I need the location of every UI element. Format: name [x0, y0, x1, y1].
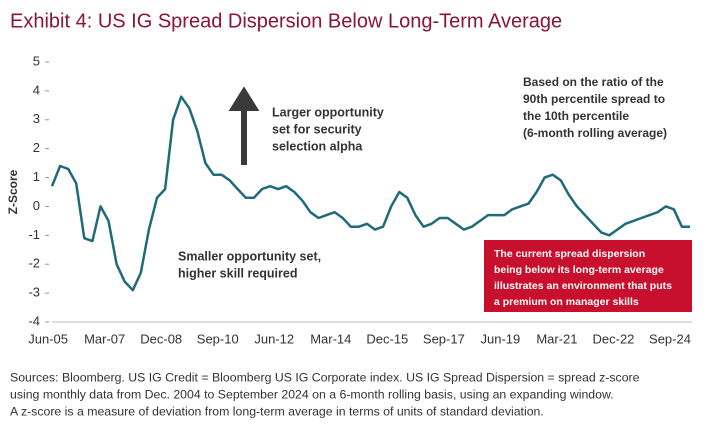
x-tick-label: Jun-05	[28, 331, 68, 346]
y-tick-label: -4	[28, 313, 40, 328]
y-tick-label: -1	[28, 227, 40, 242]
annotation: being below its long-term average	[494, 264, 664, 276]
up-arrow	[228, 86, 260, 165]
annotation: Smaller opportunity set,	[178, 249, 321, 263]
annotation: Larger opportunity	[272, 105, 384, 119]
x-tick-label: Dec-08	[140, 331, 182, 346]
x-tick-label: Mar-21	[536, 331, 577, 346]
x-tick-label: Sep-24	[649, 331, 691, 346]
annotation: Based on the ratio of the	[523, 75, 664, 89]
footnote: A z-score is a measure of deviation from…	[10, 404, 544, 418]
callout-box	[484, 240, 692, 312]
annotation: higher skill required	[178, 266, 297, 280]
annotation: selection alpha	[272, 139, 363, 153]
footnote: Sources: Bloomberg. US IG Credit = Bloom…	[10, 370, 640, 384]
x-tick-label: Sep-17	[423, 331, 465, 346]
x-tick-label: Mar-07	[84, 331, 125, 346]
y-tick-label: -2	[28, 256, 40, 271]
footnote: using monthly data from Dec. 2004 to Sep…	[10, 387, 614, 401]
x-tick-label: Mar-14	[310, 331, 351, 346]
y-tick-label: 4	[33, 82, 40, 97]
annotation: a premium on manager skills	[494, 296, 639, 308]
y-tick-label: 1	[33, 169, 40, 184]
chart-title: Exhibit 4: US IG Spread Dispersion Below…	[10, 10, 562, 32]
x-tick-label: Dec-22	[593, 331, 635, 346]
annotation: the 10th percentile	[523, 109, 629, 123]
x-tick-label: Dec-15	[366, 331, 408, 346]
y-tick-label: 2	[33, 140, 40, 155]
x-tick-label: Jun-12	[254, 331, 294, 346]
y-tick-label: -3	[28, 285, 40, 300]
y-tick-label: 5	[33, 53, 40, 68]
annotation: set for security	[272, 122, 362, 136]
annotation: (6-month rolling average)	[523, 126, 667, 140]
x-tick-label: Jun-19	[481, 331, 521, 346]
y-tick-label: 0	[33, 198, 40, 213]
y-axis-label: Z-Score	[6, 169, 20, 214]
series-line	[50, 95, 690, 292]
x-tick-label: Sep-10	[197, 331, 239, 346]
annotation: illustrates an environment that puts	[494, 280, 672, 292]
annotation: The current spread dispersion	[494, 248, 645, 260]
annotation: 90th percentile spread to	[523, 92, 665, 106]
y-tick-label: 3	[33, 111, 40, 126]
